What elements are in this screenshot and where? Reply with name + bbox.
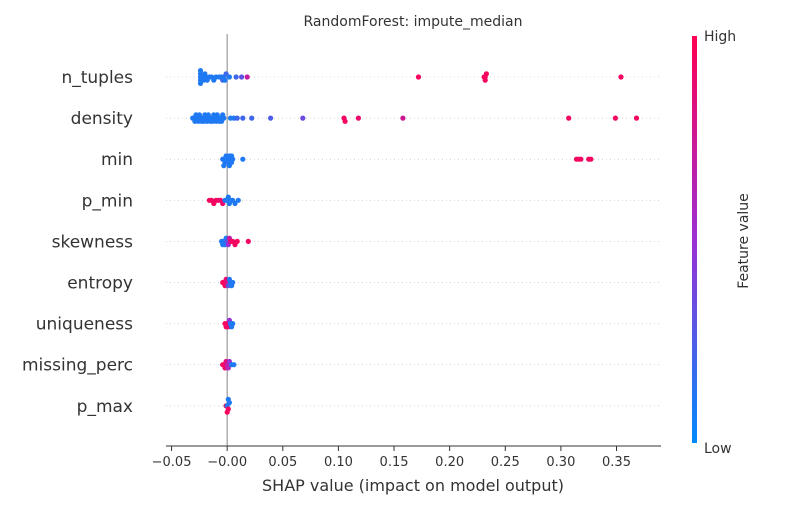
shap-point xyxy=(240,156,246,162)
shap-point xyxy=(415,74,422,80)
shap-point xyxy=(483,71,489,77)
feature-label: skewness xyxy=(52,232,134,252)
shap-point xyxy=(268,115,274,121)
feature-label: n_tuples xyxy=(61,68,133,88)
shap-point xyxy=(223,71,229,77)
shap-point xyxy=(221,163,227,169)
feature-label: missing_perc xyxy=(22,356,133,376)
shap-point xyxy=(231,362,237,368)
feature-label: min xyxy=(101,150,133,170)
x-tick-label: 0.05 xyxy=(268,455,297,470)
feature-gridlines xyxy=(166,76,661,407)
shap-point xyxy=(226,74,232,80)
colorbar-low-label: Low xyxy=(704,441,732,457)
shap-point xyxy=(222,77,228,83)
shap-point xyxy=(225,194,231,200)
shap-point xyxy=(244,74,250,80)
x-tick-label: −0.05 xyxy=(152,455,192,470)
shap-point xyxy=(240,115,246,121)
colorbar xyxy=(692,36,697,443)
feature-label: entropy xyxy=(67,274,133,294)
shap-point xyxy=(197,68,204,74)
shap-point xyxy=(230,279,236,286)
x-tick-label: −0.00 xyxy=(207,455,247,470)
shap-point xyxy=(633,115,640,121)
shap-point xyxy=(226,163,232,169)
x-axis-ticks: −0.05 −0.00 0.05 0.10 0.15 0.20 0.25 0.30 0.35 xyxy=(152,446,631,470)
shap-point xyxy=(355,115,361,121)
chart-title: RandomForest: impute_median xyxy=(304,14,523,30)
shap-points xyxy=(190,68,640,415)
shap-point xyxy=(225,365,231,371)
shap-point xyxy=(400,115,406,121)
feature-label: uniqueness xyxy=(36,315,133,335)
shap-point xyxy=(578,156,584,162)
x-tick-label: 0.35 xyxy=(602,455,631,470)
x-tick-label: 0.15 xyxy=(380,455,409,470)
shap-point xyxy=(234,115,240,121)
x-tick-label: 0.30 xyxy=(546,455,575,470)
feature-label: p_max xyxy=(77,397,133,417)
x-tick-label: 0.25 xyxy=(491,455,520,470)
x-tick-label: 0.20 xyxy=(435,455,464,470)
colorbar-high-label: High xyxy=(704,29,736,45)
shap-point xyxy=(224,409,230,415)
shap-point xyxy=(342,118,348,124)
shap-point xyxy=(221,115,227,121)
shap-point xyxy=(232,200,238,207)
shap-point xyxy=(245,238,251,244)
x-tick-label: 0.10 xyxy=(324,455,353,470)
shap-point xyxy=(618,74,624,80)
feature-label: p_min xyxy=(82,191,133,211)
shap-point xyxy=(249,115,255,121)
shap-point xyxy=(229,153,235,159)
shap-point xyxy=(239,74,245,80)
shap-point xyxy=(612,115,619,121)
shap-point xyxy=(300,115,306,121)
x-axis-label: SHAP value (impact on model output) xyxy=(262,476,564,495)
shap-point xyxy=(482,77,488,83)
shap-point xyxy=(234,238,240,244)
shap-point xyxy=(588,156,594,162)
feature-label: density xyxy=(71,109,133,129)
shap-point xyxy=(225,396,231,402)
shap-point xyxy=(566,115,572,121)
shap-point xyxy=(197,80,204,86)
shap-point xyxy=(235,197,241,203)
colorbar-title: Feature value xyxy=(736,193,752,289)
shap-point xyxy=(233,74,239,80)
shap-point xyxy=(230,321,236,327)
